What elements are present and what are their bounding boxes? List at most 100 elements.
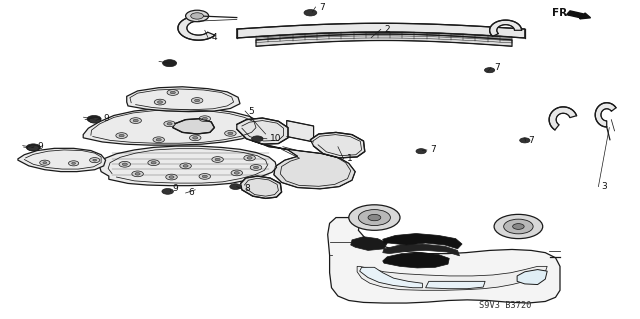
Polygon shape <box>383 234 462 249</box>
Circle shape <box>225 130 236 136</box>
Polygon shape <box>328 218 560 303</box>
Text: 3: 3 <box>602 182 607 191</box>
Polygon shape <box>173 119 214 134</box>
Circle shape <box>93 159 97 161</box>
Circle shape <box>72 162 76 164</box>
Circle shape <box>212 157 223 162</box>
Circle shape <box>132 171 143 177</box>
Polygon shape <box>490 20 522 36</box>
Polygon shape <box>360 267 422 288</box>
Text: 1: 1 <box>347 154 353 163</box>
Circle shape <box>119 134 124 137</box>
Circle shape <box>199 174 211 179</box>
Circle shape <box>195 99 200 102</box>
Circle shape <box>87 115 101 122</box>
Polygon shape <box>595 103 616 127</box>
Circle shape <box>162 189 173 194</box>
Circle shape <box>358 210 390 226</box>
Circle shape <box>191 13 204 19</box>
Circle shape <box>40 160 50 165</box>
Circle shape <box>28 145 39 151</box>
Polygon shape <box>287 121 314 142</box>
Text: FR.: FR. <box>552 8 571 19</box>
Circle shape <box>43 162 47 164</box>
Circle shape <box>231 170 243 176</box>
Circle shape <box>164 121 175 127</box>
Circle shape <box>230 184 241 189</box>
Circle shape <box>244 155 255 161</box>
Circle shape <box>68 161 79 166</box>
Circle shape <box>193 137 198 139</box>
Circle shape <box>122 163 127 166</box>
Circle shape <box>252 136 263 142</box>
Circle shape <box>156 138 161 141</box>
Circle shape <box>215 158 220 161</box>
Circle shape <box>130 118 141 123</box>
Circle shape <box>416 149 426 154</box>
Text: 7: 7 <box>529 137 534 145</box>
Circle shape <box>89 117 100 123</box>
Text: 9: 9 <box>173 184 179 193</box>
Polygon shape <box>549 107 577 130</box>
Polygon shape <box>310 132 365 158</box>
Text: 6: 6 <box>189 189 195 197</box>
Circle shape <box>170 91 175 94</box>
Polygon shape <box>237 118 288 144</box>
Polygon shape <box>426 281 485 289</box>
Text: 5: 5 <box>248 107 254 115</box>
Polygon shape <box>383 253 449 268</box>
Polygon shape <box>237 23 525 38</box>
Circle shape <box>151 161 156 164</box>
Polygon shape <box>18 148 106 172</box>
Circle shape <box>520 138 530 143</box>
Text: 7: 7 <box>494 63 500 72</box>
Text: S9V3 B3720: S9V3 B3720 <box>479 301 531 310</box>
Text: 2: 2 <box>384 25 390 34</box>
Circle shape <box>250 165 262 170</box>
Circle shape <box>191 98 203 103</box>
Polygon shape <box>383 244 460 256</box>
Circle shape <box>199 116 211 122</box>
Circle shape <box>253 166 259 169</box>
Circle shape <box>90 158 100 163</box>
Circle shape <box>119 161 131 167</box>
Polygon shape <box>256 34 512 46</box>
Circle shape <box>133 119 138 122</box>
Polygon shape <box>351 237 387 250</box>
Text: 7: 7 <box>319 3 324 11</box>
Circle shape <box>116 133 127 138</box>
Circle shape <box>153 137 164 143</box>
Text: 4: 4 <box>211 33 217 42</box>
Circle shape <box>189 135 201 141</box>
Text: 10: 10 <box>270 134 282 143</box>
Circle shape <box>186 10 209 22</box>
Polygon shape <box>127 87 240 112</box>
Polygon shape <box>99 146 276 186</box>
Circle shape <box>167 90 179 95</box>
Circle shape <box>368 214 381 221</box>
Circle shape <box>504 219 533 234</box>
Circle shape <box>183 165 188 167</box>
Circle shape <box>26 144 40 151</box>
Circle shape <box>484 68 495 73</box>
Text: 9: 9 <box>104 114 109 123</box>
Circle shape <box>513 224 524 229</box>
Circle shape <box>349 205 400 230</box>
Text: 7: 7 <box>430 145 436 154</box>
Circle shape <box>169 176 174 178</box>
Circle shape <box>494 214 543 239</box>
Text: 8: 8 <box>244 184 250 193</box>
Circle shape <box>234 172 239 174</box>
Polygon shape <box>357 266 547 290</box>
Circle shape <box>228 132 233 135</box>
Circle shape <box>167 122 172 125</box>
Polygon shape <box>253 140 355 189</box>
Text: 9: 9 <box>37 142 43 151</box>
Circle shape <box>304 10 317 16</box>
Polygon shape <box>241 176 282 198</box>
Circle shape <box>202 117 207 120</box>
Circle shape <box>157 101 163 103</box>
Polygon shape <box>178 16 215 40</box>
Polygon shape <box>83 108 261 145</box>
Circle shape <box>180 163 191 169</box>
